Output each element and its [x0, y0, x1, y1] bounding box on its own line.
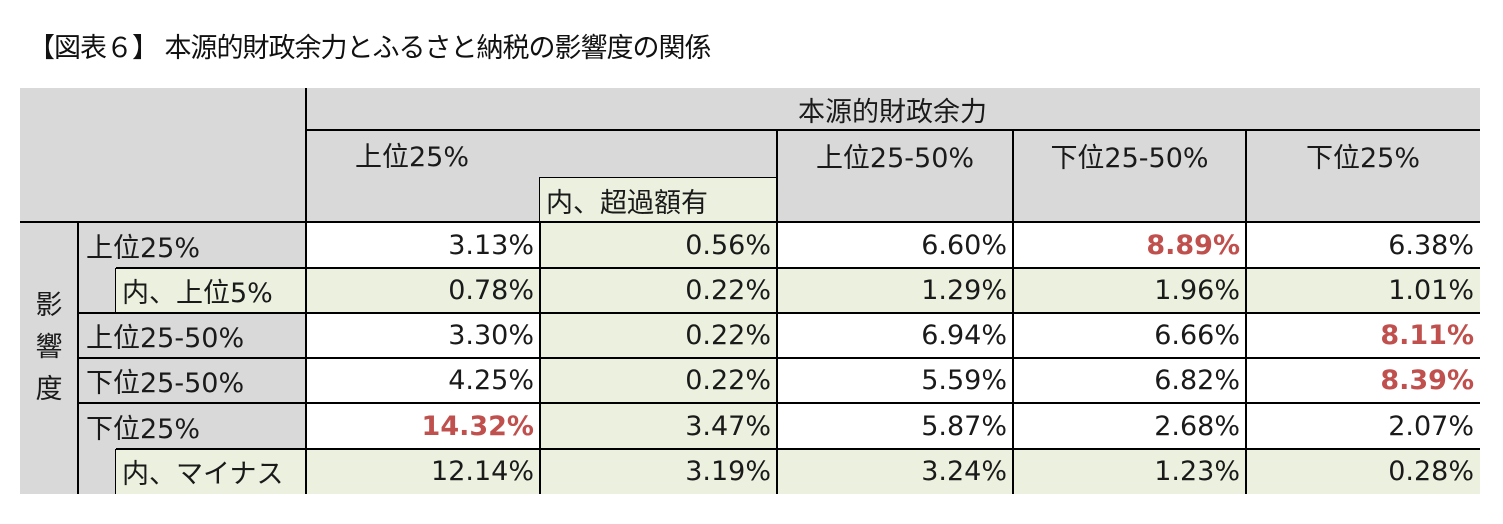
column-header-top25-50: 上位25-50% [777, 130, 1013, 222]
cell: 1.96% [1013, 268, 1246, 313]
column-header-bottom25: 下位25% [1246, 130, 1480, 222]
cell: 0.28% [1246, 449, 1480, 494]
cell: 3.47% [540, 403, 777, 449]
divider [78, 402, 1480, 404]
divider [116, 267, 1480, 269]
cell: 4.25% [305, 358, 540, 403]
column-header-bottom25-50: 下位25-50% [1013, 130, 1246, 222]
cell: 3.30% [305, 313, 540, 358]
corner-cell [20, 88, 305, 222]
cell-highlight: 8.89% [1013, 222, 1246, 268]
divider [115, 268, 116, 313]
cell: 2.07% [1246, 403, 1480, 449]
row-group-header: 影 響 度 [20, 222, 78, 494]
row-group-char: 度 [35, 374, 63, 405]
cell: 6.60% [777, 222, 1013, 268]
cell: 2.68% [1013, 403, 1246, 449]
cell: 6.66% [1013, 313, 1246, 358]
cell: 1.23% [1013, 449, 1246, 494]
cell: 6.38% [1246, 222, 1480, 268]
cell: 3.24% [777, 449, 1013, 494]
cell: 12.14% [305, 449, 540, 494]
row-indent [78, 449, 116, 494]
row-label-top5: 内、上位5% [116, 268, 305, 313]
cell: 3.13% [305, 222, 540, 268]
divider [539, 177, 540, 222]
table-title: 【図表６】 本源的財政余力とふるさと納税の影響度の関係 [28, 33, 712, 63]
cell-highlight: 8.39% [1246, 358, 1480, 403]
column-group-label: 本源的財政余力 [798, 96, 987, 128]
cell: 0.22% [540, 358, 777, 403]
row-group-char: 影 [35, 290, 63, 321]
cell: 0.22% [540, 268, 777, 313]
column-header-top25-spacer [305, 178, 540, 222]
row-label-bottom25: 下位25% [78, 403, 305, 449]
cell: 0.78% [305, 268, 540, 313]
cell: 3.19% [540, 449, 777, 494]
cell-highlight: 8.11% [1246, 313, 1480, 358]
cell: 6.82% [1013, 358, 1246, 403]
row-indent [78, 268, 116, 313]
cell: 6.94% [777, 313, 1013, 358]
divider [78, 357, 1480, 359]
cell: 0.22% [540, 313, 777, 358]
cell: 5.59% [777, 358, 1013, 403]
divider [540, 177, 777, 178]
divider [115, 449, 116, 494]
divider [305, 88, 307, 494]
divider [305, 129, 1480, 131]
cell: 0.56% [540, 222, 777, 268]
cell: 1.01% [1246, 268, 1480, 313]
column-group-header: 本源的財政余力 [305, 88, 1480, 130]
row-label-top25: 上位25% [78, 222, 305, 268]
row-group-char: 響 [35, 332, 63, 363]
column-header-excess: 内、超過額有 [540, 178, 777, 222]
cell: 1.29% [777, 268, 1013, 313]
row-label-top25-50: 上位25-50% [78, 313, 305, 358]
row-label-bottom25-50: 下位25-50% [78, 358, 305, 403]
divider [20, 221, 1480, 223]
divider [78, 312, 1480, 314]
column-header-top25: 上位25% [305, 130, 777, 178]
divider [116, 448, 1480, 450]
cell: 5.87% [777, 403, 1013, 449]
row-label-minus: 内、マイナス [116, 449, 305, 494]
data-table: 本源的財政余力 上位25% 内、超過額有 上位25-50% 下位25-50% 下… [20, 88, 1480, 494]
cell-highlight: 14.32% [305, 403, 540, 449]
